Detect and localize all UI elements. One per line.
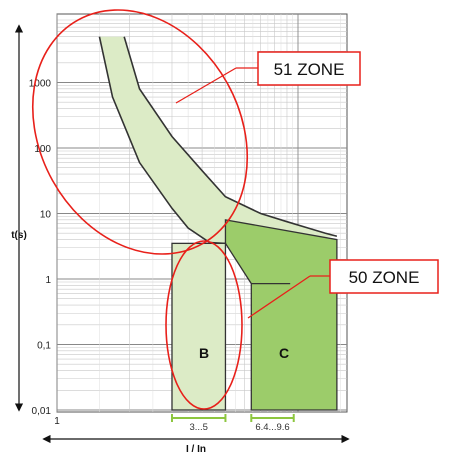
y-tick-label: 100 xyxy=(34,144,51,155)
band-b xyxy=(171,242,227,411)
zone-51-label: 51 ZONE xyxy=(274,60,345,79)
x-axis-title: I / In xyxy=(186,444,206,455)
curve-c-label: C xyxy=(279,345,289,361)
axis-ticks: 0,01 0,1 1 10 100 1000 1 xyxy=(29,79,60,428)
curve-b-label: B xyxy=(199,345,209,361)
zone-50-pointer xyxy=(247,275,311,319)
curve-bands xyxy=(98,36,338,411)
y-tick-label: 0,01 xyxy=(32,406,52,417)
x-tick-label: 1 xyxy=(54,416,60,427)
range-markers: 3...5 6.4...9.6 xyxy=(170,414,295,433)
zone-50-ellipse xyxy=(165,240,243,410)
zone-50-label: 50 ZONE xyxy=(349,268,420,287)
zone-51-pointer xyxy=(175,67,237,104)
y-tick-label: 0,1 xyxy=(37,341,51,352)
range-marker-label: 3...5 xyxy=(189,422,208,433)
range-marker-label: 6.4...9.6 xyxy=(255,422,289,433)
y-axis-title: t(s) xyxy=(11,230,27,241)
zone-51-ellipse xyxy=(31,9,249,255)
y-tick-label: 1 xyxy=(45,275,51,286)
thermal-upper-curve xyxy=(123,36,338,237)
zone-51-label-box xyxy=(257,51,361,86)
zone-50-label-box xyxy=(329,259,439,294)
y-tick-label: 1000 xyxy=(29,79,52,90)
zone-annotations: 51 ZONE 50 ZONE xyxy=(31,9,439,410)
thermal-band xyxy=(99,36,337,244)
y-tick-label: 10 xyxy=(40,210,52,221)
